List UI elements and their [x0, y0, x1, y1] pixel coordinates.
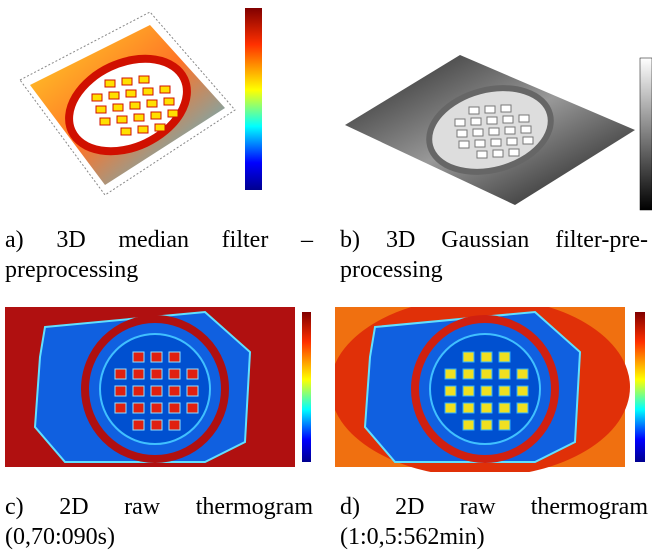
cell	[493, 150, 503, 157]
cell	[509, 149, 519, 156]
cell	[134, 114, 144, 121]
cell	[151, 112, 161, 119]
cell	[499, 386, 510, 396]
cell	[505, 127, 515, 134]
cell	[96, 106, 106, 113]
cell	[115, 386, 126, 396]
caption: b) 3D Gaussian filter-pre-processing	[340, 225, 648, 285]
cell	[115, 369, 126, 379]
cell	[109, 92, 119, 99]
cell	[117, 116, 127, 123]
cell	[459, 141, 469, 148]
cell	[523, 137, 533, 144]
cell	[463, 420, 474, 430]
cell	[463, 386, 474, 396]
cell	[457, 130, 467, 137]
cell	[160, 86, 170, 93]
cell	[169, 420, 180, 430]
cell	[477, 151, 487, 158]
cell	[491, 139, 501, 146]
cell	[133, 420, 144, 430]
caption: a) 3D median filter – preprocessing	[5, 225, 313, 285]
panel-d-image	[335, 307, 652, 472]
cell	[155, 124, 165, 131]
cell	[445, 403, 456, 413]
cell	[133, 369, 144, 379]
panel-b-image	[335, 0, 652, 212]
cell	[455, 119, 465, 126]
cell	[519, 115, 529, 122]
cell	[133, 403, 144, 413]
cell	[501, 105, 511, 112]
cell	[133, 352, 144, 362]
cell	[517, 386, 528, 396]
cell	[133, 386, 144, 396]
cell	[92, 94, 102, 101]
cell	[168, 110, 178, 117]
cell	[100, 118, 110, 125]
cell	[481, 403, 492, 413]
cell	[473, 129, 483, 136]
cell	[517, 403, 528, 413]
panel-c-image	[5, 307, 320, 472]
cell	[469, 107, 479, 114]
cell	[521, 126, 531, 133]
cell	[169, 352, 180, 362]
cell	[481, 352, 492, 362]
cell	[147, 100, 157, 107]
cell	[138, 126, 148, 133]
cell	[130, 102, 140, 109]
cell	[463, 403, 474, 413]
cell	[151, 352, 162, 362]
cell	[445, 369, 456, 379]
cell	[463, 352, 474, 362]
cell	[499, 420, 510, 430]
cell	[481, 386, 492, 396]
cell	[489, 128, 499, 135]
colorbar	[302, 312, 311, 462]
cell	[517, 369, 528, 379]
cell	[499, 369, 510, 379]
cell	[503, 116, 513, 123]
cell	[143, 88, 153, 95]
cell	[507, 138, 517, 145]
cell	[169, 386, 180, 396]
cell	[445, 386, 456, 396]
cell	[122, 78, 132, 85]
cell	[499, 403, 510, 413]
cell	[187, 369, 198, 379]
cell	[187, 403, 198, 413]
colorbar	[635, 312, 645, 462]
cell	[187, 386, 198, 396]
cell	[113, 104, 123, 111]
cell	[481, 420, 492, 430]
cell	[471, 118, 481, 125]
cell	[169, 369, 180, 379]
cell	[499, 352, 510, 362]
caption: d) 2D raw thermogram (1:0,5:562min)	[340, 492, 648, 552]
colorbar	[245, 8, 262, 190]
cell	[151, 369, 162, 379]
panel-a-image	[0, 0, 320, 205]
caption: c) 2D raw thermogram (0,70:090s)	[5, 492, 313, 552]
cell	[151, 386, 162, 396]
cell	[151, 420, 162, 430]
cell	[463, 369, 474, 379]
cell	[164, 98, 174, 105]
cell	[126, 90, 136, 97]
page: a) 3D median filter – preprocessing b) 3…	[0, 0, 652, 555]
cell	[481, 369, 492, 379]
cell	[475, 140, 485, 147]
cell	[169, 403, 180, 413]
cell	[115, 403, 126, 413]
cell	[151, 403, 162, 413]
cell	[121, 128, 131, 135]
cell	[139, 76, 149, 83]
colorbar	[640, 58, 652, 210]
cell	[487, 117, 497, 124]
cell	[485, 106, 495, 113]
cell	[105, 80, 115, 87]
